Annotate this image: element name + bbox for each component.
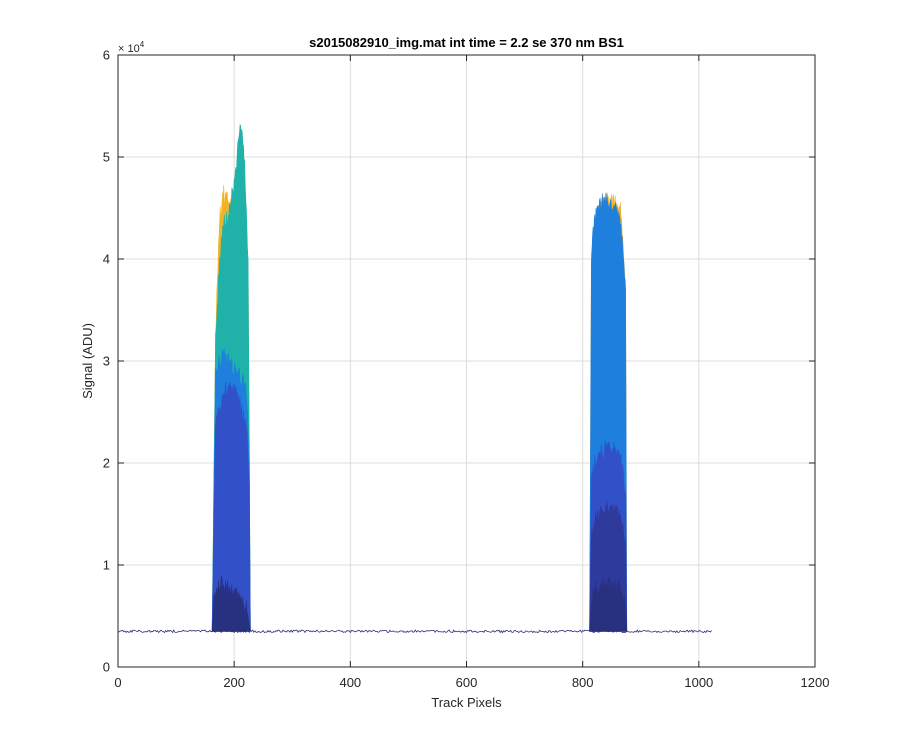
x-tick-label: 400: [339, 675, 361, 690]
y-scale-base: × 10: [118, 43, 140, 55]
series-group: [117, 124, 712, 634]
y-tick-label: 6: [103, 48, 110, 63]
y-tick-label: 5: [103, 150, 110, 165]
x-tick-label: 800: [572, 675, 594, 690]
baseline-line: [117, 629, 712, 634]
x-axis-label: Track Pixels: [431, 695, 502, 710]
axes: [117, 54, 816, 668]
x-tick-label: 1000: [684, 675, 713, 690]
y-tick-label: 1: [103, 558, 110, 573]
x-tick-label: 600: [456, 675, 478, 690]
y-tick-label: 2: [103, 456, 110, 471]
y-tick-label: 0: [103, 660, 110, 675]
x-tick-label: 1200: [801, 675, 830, 690]
y-scale-exponent: 4: [140, 40, 145, 49]
tick-labels: 0 200 400 600 800 1000 1200 0 1 2 3 4 5 6: [103, 48, 830, 691]
series-6-peak-2: [589, 576, 628, 632]
chart-title: s2015082910_img.mat int time = 2.2 se 37…: [309, 35, 624, 50]
y-axis-label: Signal (ADU): [80, 323, 95, 399]
y-tick-label: 3: [103, 354, 110, 369]
series-4-peak-1: [211, 381, 251, 632]
y-tick-label: 4: [103, 252, 110, 267]
x-tick-label: 0: [114, 675, 121, 690]
y-axis-scale-factor: × 104: [118, 40, 145, 55]
series-6-peak-1: [211, 576, 251, 632]
x-tick-label: 200: [223, 675, 245, 690]
